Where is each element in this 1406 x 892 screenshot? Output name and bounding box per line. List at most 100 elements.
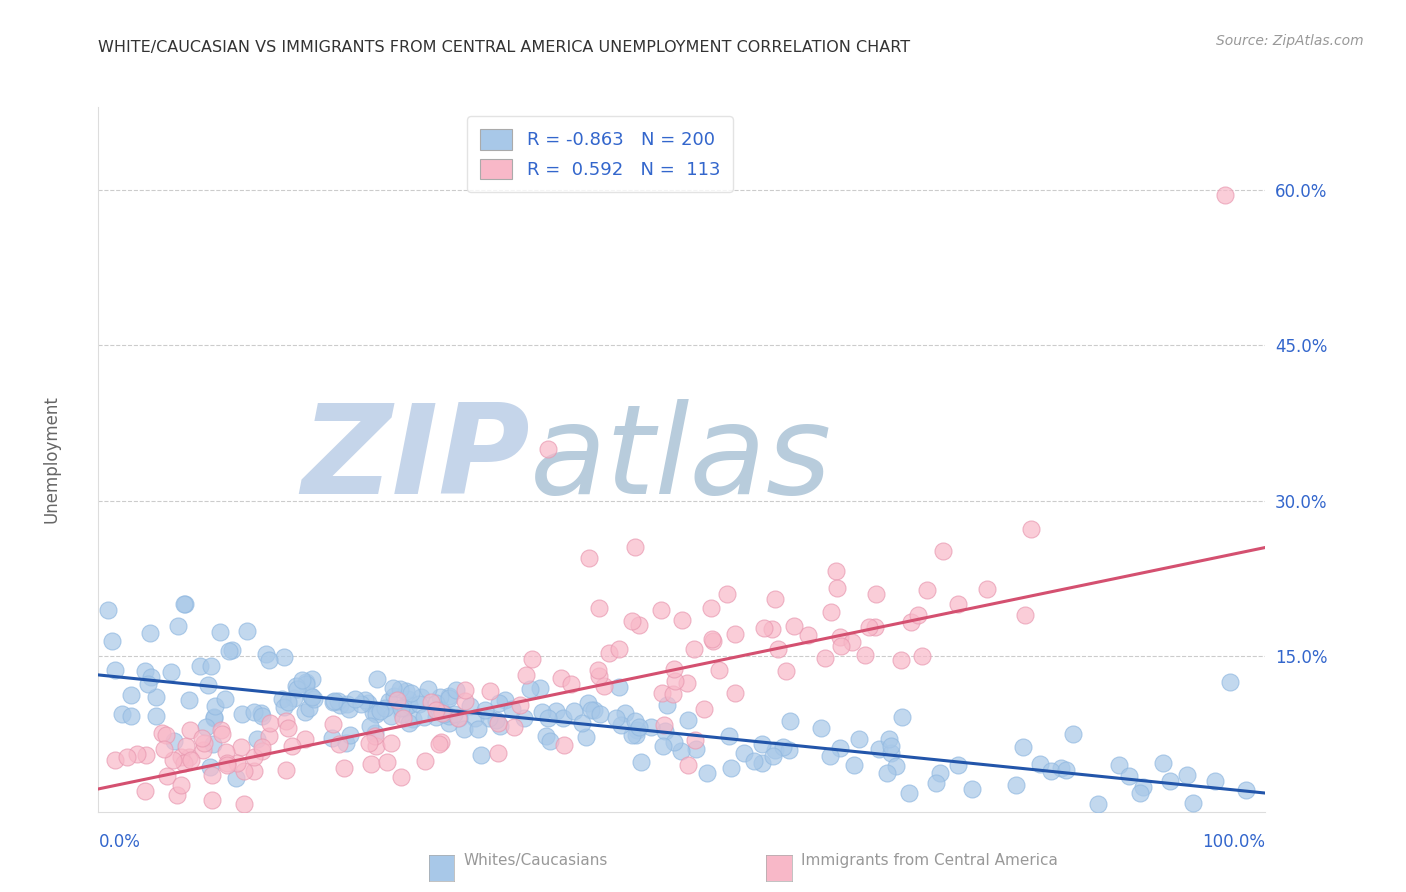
Point bbox=[389, 681, 412, 696]
Point bbox=[169, 778, 191, 792]
Point bbox=[364, 729, 387, 743]
Point bbox=[215, 745, 238, 759]
Point bbox=[627, 618, 650, 632]
Point bbox=[654, 724, 676, 739]
Point bbox=[336, 697, 359, 711]
Point bbox=[699, 600, 721, 615]
Point bbox=[134, 664, 156, 678]
Point bbox=[173, 756, 195, 770]
Point bbox=[204, 699, 226, 714]
Point bbox=[97, 602, 120, 616]
Point bbox=[257, 653, 280, 667]
Point bbox=[398, 715, 420, 730]
Point bbox=[294, 677, 316, 691]
Point bbox=[447, 711, 470, 725]
Point bbox=[621, 615, 644, 629]
Point bbox=[610, 718, 633, 732]
Point bbox=[662, 687, 685, 701]
Point bbox=[120, 688, 142, 702]
Point bbox=[948, 597, 970, 611]
Point bbox=[1014, 608, 1036, 623]
Point bbox=[150, 725, 173, 739]
Point bbox=[553, 738, 575, 752]
Point bbox=[828, 630, 851, 644]
Point bbox=[413, 754, 436, 768]
Point bbox=[218, 643, 240, 657]
Point bbox=[650, 602, 672, 616]
Point bbox=[478, 711, 501, 725]
Point bbox=[454, 682, 477, 697]
Point bbox=[519, 682, 541, 697]
Point bbox=[576, 696, 599, 710]
Point bbox=[501, 701, 523, 715]
Point bbox=[605, 710, 627, 724]
Point bbox=[884, 759, 907, 773]
Text: Unemployment: Unemployment bbox=[42, 395, 60, 524]
Point bbox=[174, 739, 197, 753]
Point bbox=[683, 642, 706, 657]
Point bbox=[329, 698, 352, 712]
Point bbox=[1118, 769, 1140, 783]
Point bbox=[485, 713, 508, 727]
Point bbox=[323, 693, 346, 707]
Point bbox=[474, 703, 496, 717]
Point bbox=[588, 669, 610, 683]
Point bbox=[333, 761, 356, 775]
Point bbox=[276, 714, 298, 728]
Point bbox=[399, 686, 422, 700]
Point bbox=[863, 620, 886, 634]
Point bbox=[818, 748, 841, 763]
Point bbox=[211, 727, 233, 741]
Point bbox=[301, 690, 323, 704]
Point bbox=[127, 747, 149, 761]
Point bbox=[509, 698, 531, 713]
Point bbox=[550, 671, 572, 685]
Point bbox=[489, 719, 512, 733]
Point bbox=[486, 746, 509, 760]
Point bbox=[242, 750, 264, 764]
Point bbox=[378, 694, 401, 708]
Point bbox=[328, 693, 350, 707]
Point bbox=[1039, 764, 1062, 778]
Point bbox=[250, 706, 273, 721]
Text: atlas: atlas bbox=[530, 399, 832, 520]
Point bbox=[322, 717, 344, 731]
Point bbox=[607, 642, 630, 657]
Point bbox=[229, 739, 252, 754]
Point bbox=[243, 764, 266, 778]
Point bbox=[520, 651, 543, 665]
Point bbox=[454, 693, 477, 707]
Point bbox=[166, 788, 188, 802]
Point bbox=[364, 725, 387, 739]
Point bbox=[751, 756, 773, 770]
Point bbox=[693, 702, 716, 716]
Point bbox=[458, 699, 481, 714]
Point bbox=[350, 697, 373, 711]
Point bbox=[136, 677, 159, 691]
Point bbox=[865, 587, 887, 601]
Point bbox=[294, 674, 316, 689]
Point bbox=[281, 739, 304, 754]
Point bbox=[134, 784, 156, 798]
Point bbox=[702, 632, 724, 646]
Point bbox=[443, 707, 465, 722]
Point bbox=[779, 714, 801, 729]
Point bbox=[810, 721, 832, 735]
Point bbox=[391, 707, 413, 722]
Point bbox=[588, 706, 610, 721]
Point bbox=[366, 707, 388, 722]
Point bbox=[402, 712, 425, 726]
Point bbox=[201, 737, 224, 751]
Point bbox=[724, 686, 747, 700]
Point bbox=[215, 757, 238, 772]
Point bbox=[380, 708, 402, 723]
Point bbox=[479, 684, 502, 698]
Point bbox=[191, 731, 214, 746]
Point bbox=[173, 598, 195, 612]
Point bbox=[1108, 758, 1130, 772]
Point bbox=[772, 740, 794, 755]
Point bbox=[294, 731, 316, 746]
Point bbox=[201, 793, 224, 807]
Text: Whites/Caucasians: Whites/Caucasians bbox=[464, 854, 609, 868]
Point bbox=[623, 714, 645, 729]
